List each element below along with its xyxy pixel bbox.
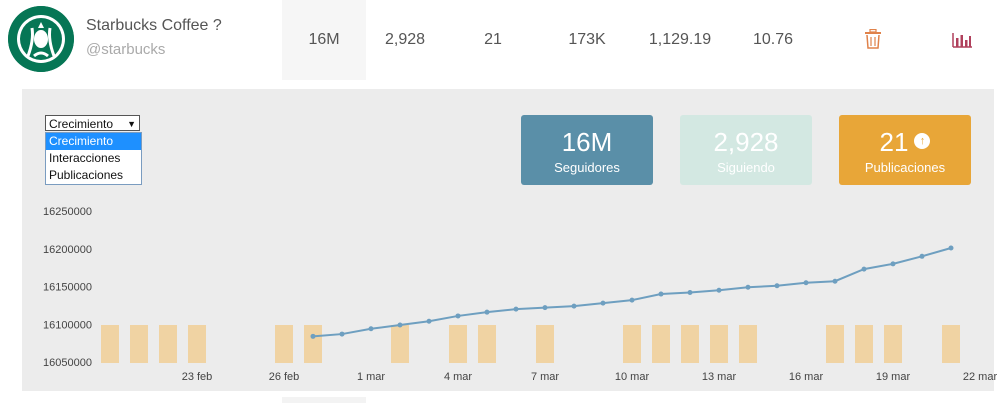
stat-rate: 10.76 [752, 31, 794, 48]
x-tick-label: 1 mar [357, 371, 385, 383]
data-point[interactable] [774, 283, 780, 289]
starbucks-logo-icon [8, 6, 74, 72]
followers-label: Seguidores [554, 160, 620, 175]
stat-followers: 16M [308, 31, 340, 48]
data-point[interactable] [542, 305, 548, 311]
data-point[interactable] [426, 318, 432, 324]
post-bar [449, 325, 467, 363]
following-value: 2,928 [713, 127, 779, 157]
stat-interactions: 173K [568, 31, 606, 48]
stat-posts: 21 [484, 31, 502, 48]
post-bar [623, 325, 641, 363]
data-point[interactable] [513, 306, 519, 312]
bar-chart-icon[interactable] [952, 31, 972, 48]
stat-following: 2,928 [384, 31, 426, 48]
post-bar [130, 325, 148, 363]
data-point[interactable] [397, 322, 403, 328]
x-tick-label: 7 mar [531, 371, 559, 383]
trash-icon[interactable] [864, 29, 882, 49]
posts-card[interactable]: 21 ↑ Publicaciones [839, 115, 971, 185]
data-point[interactable] [484, 309, 490, 315]
chevron-down-icon: ▼ [127, 119, 136, 129]
post-bar [391, 325, 409, 363]
data-point[interactable] [861, 266, 867, 272]
data-point[interactable] [890, 261, 896, 267]
post-bar [304, 325, 322, 363]
data-point[interactable] [600, 300, 606, 306]
avatar [8, 6, 74, 72]
x-tick-label: 19 mar [876, 371, 911, 383]
growth-line [312, 247, 952, 338]
option-crecimiento[interactable]: Crecimiento [46, 133, 141, 150]
data-point[interactable] [803, 280, 809, 286]
data-point[interactable] [745, 284, 751, 290]
y-tick-label: 16150000 [43, 282, 92, 294]
post-bar [188, 325, 206, 363]
followers-value: 16M [561, 127, 613, 157]
post-bar [681, 325, 699, 363]
data-point[interactable] [948, 245, 954, 251]
data-point[interactable] [716, 287, 722, 293]
post-bar [739, 325, 757, 363]
post-bar [536, 325, 554, 363]
option-publicaciones[interactable]: Publicaciones [49, 168, 124, 182]
post-bar [710, 325, 728, 363]
x-tick-label: 4 mar [444, 371, 472, 383]
followers-card: 16M Seguidores [521, 115, 653, 185]
data-point[interactable] [658, 291, 664, 297]
x-tick-label: 22 mar [963, 371, 998, 383]
post-bar [855, 325, 873, 363]
data-point[interactable] [571, 303, 577, 309]
data-point[interactable] [368, 326, 374, 332]
post-bar [478, 325, 496, 363]
data-point[interactable] [339, 331, 345, 337]
next-row-highlight [282, 397, 366, 403]
y-tick-label: 16100000 [43, 319, 92, 331]
data-point[interactable] [310, 333, 316, 339]
account-name: Starbucks Coffee ? [86, 17, 222, 34]
post-bar [884, 325, 902, 363]
highlighted-column [282, 0, 366, 80]
arrow-up-circle-icon: ↑ [914, 133, 931, 150]
x-tick-label: 26 feb [269, 371, 300, 383]
post-bar [826, 325, 844, 363]
post-bar [159, 325, 177, 363]
x-tick-label: 23 feb [182, 371, 213, 383]
data-point[interactable] [919, 253, 925, 259]
stat-average: 1,129.19 [648, 31, 712, 48]
post-bar [942, 325, 960, 363]
metric-select[interactable]: Crecimiento ▼ [45, 115, 140, 131]
posts-label: Publicaciones [864, 160, 946, 175]
posts-value: 21 [879, 127, 909, 157]
metric-select-value: Crecimiento [49, 117, 114, 131]
data-point[interactable] [629, 297, 635, 303]
x-tick-label: 16 mar [789, 371, 824, 383]
data-point[interactable] [687, 290, 693, 296]
account-handle: @starbucks [86, 41, 166, 58]
x-tick-label: 13 mar [702, 371, 737, 383]
metric-dropdown-list: Crecimiento Interacciones Publicaciones [45, 132, 142, 185]
y-tick-label: 16050000 [43, 357, 92, 369]
y-tick-label: 16250000 [43, 206, 92, 218]
post-bar [101, 325, 119, 363]
y-tick-label: 16200000 [43, 244, 92, 256]
following-label: Siguiendo [717, 160, 775, 175]
x-tick-label: 10 mar [615, 371, 650, 383]
data-point[interactable] [455, 313, 461, 319]
post-bar [275, 325, 293, 363]
option-interacciones[interactable]: Interacciones [49, 151, 121, 165]
post-bar [652, 325, 670, 363]
account-row: Starbucks Coffee ? @starbucks 16M 2,928 … [0, 0, 1000, 82]
data-point[interactable] [832, 278, 838, 284]
following-card: 2,928 Siguiendo [680, 115, 812, 185]
